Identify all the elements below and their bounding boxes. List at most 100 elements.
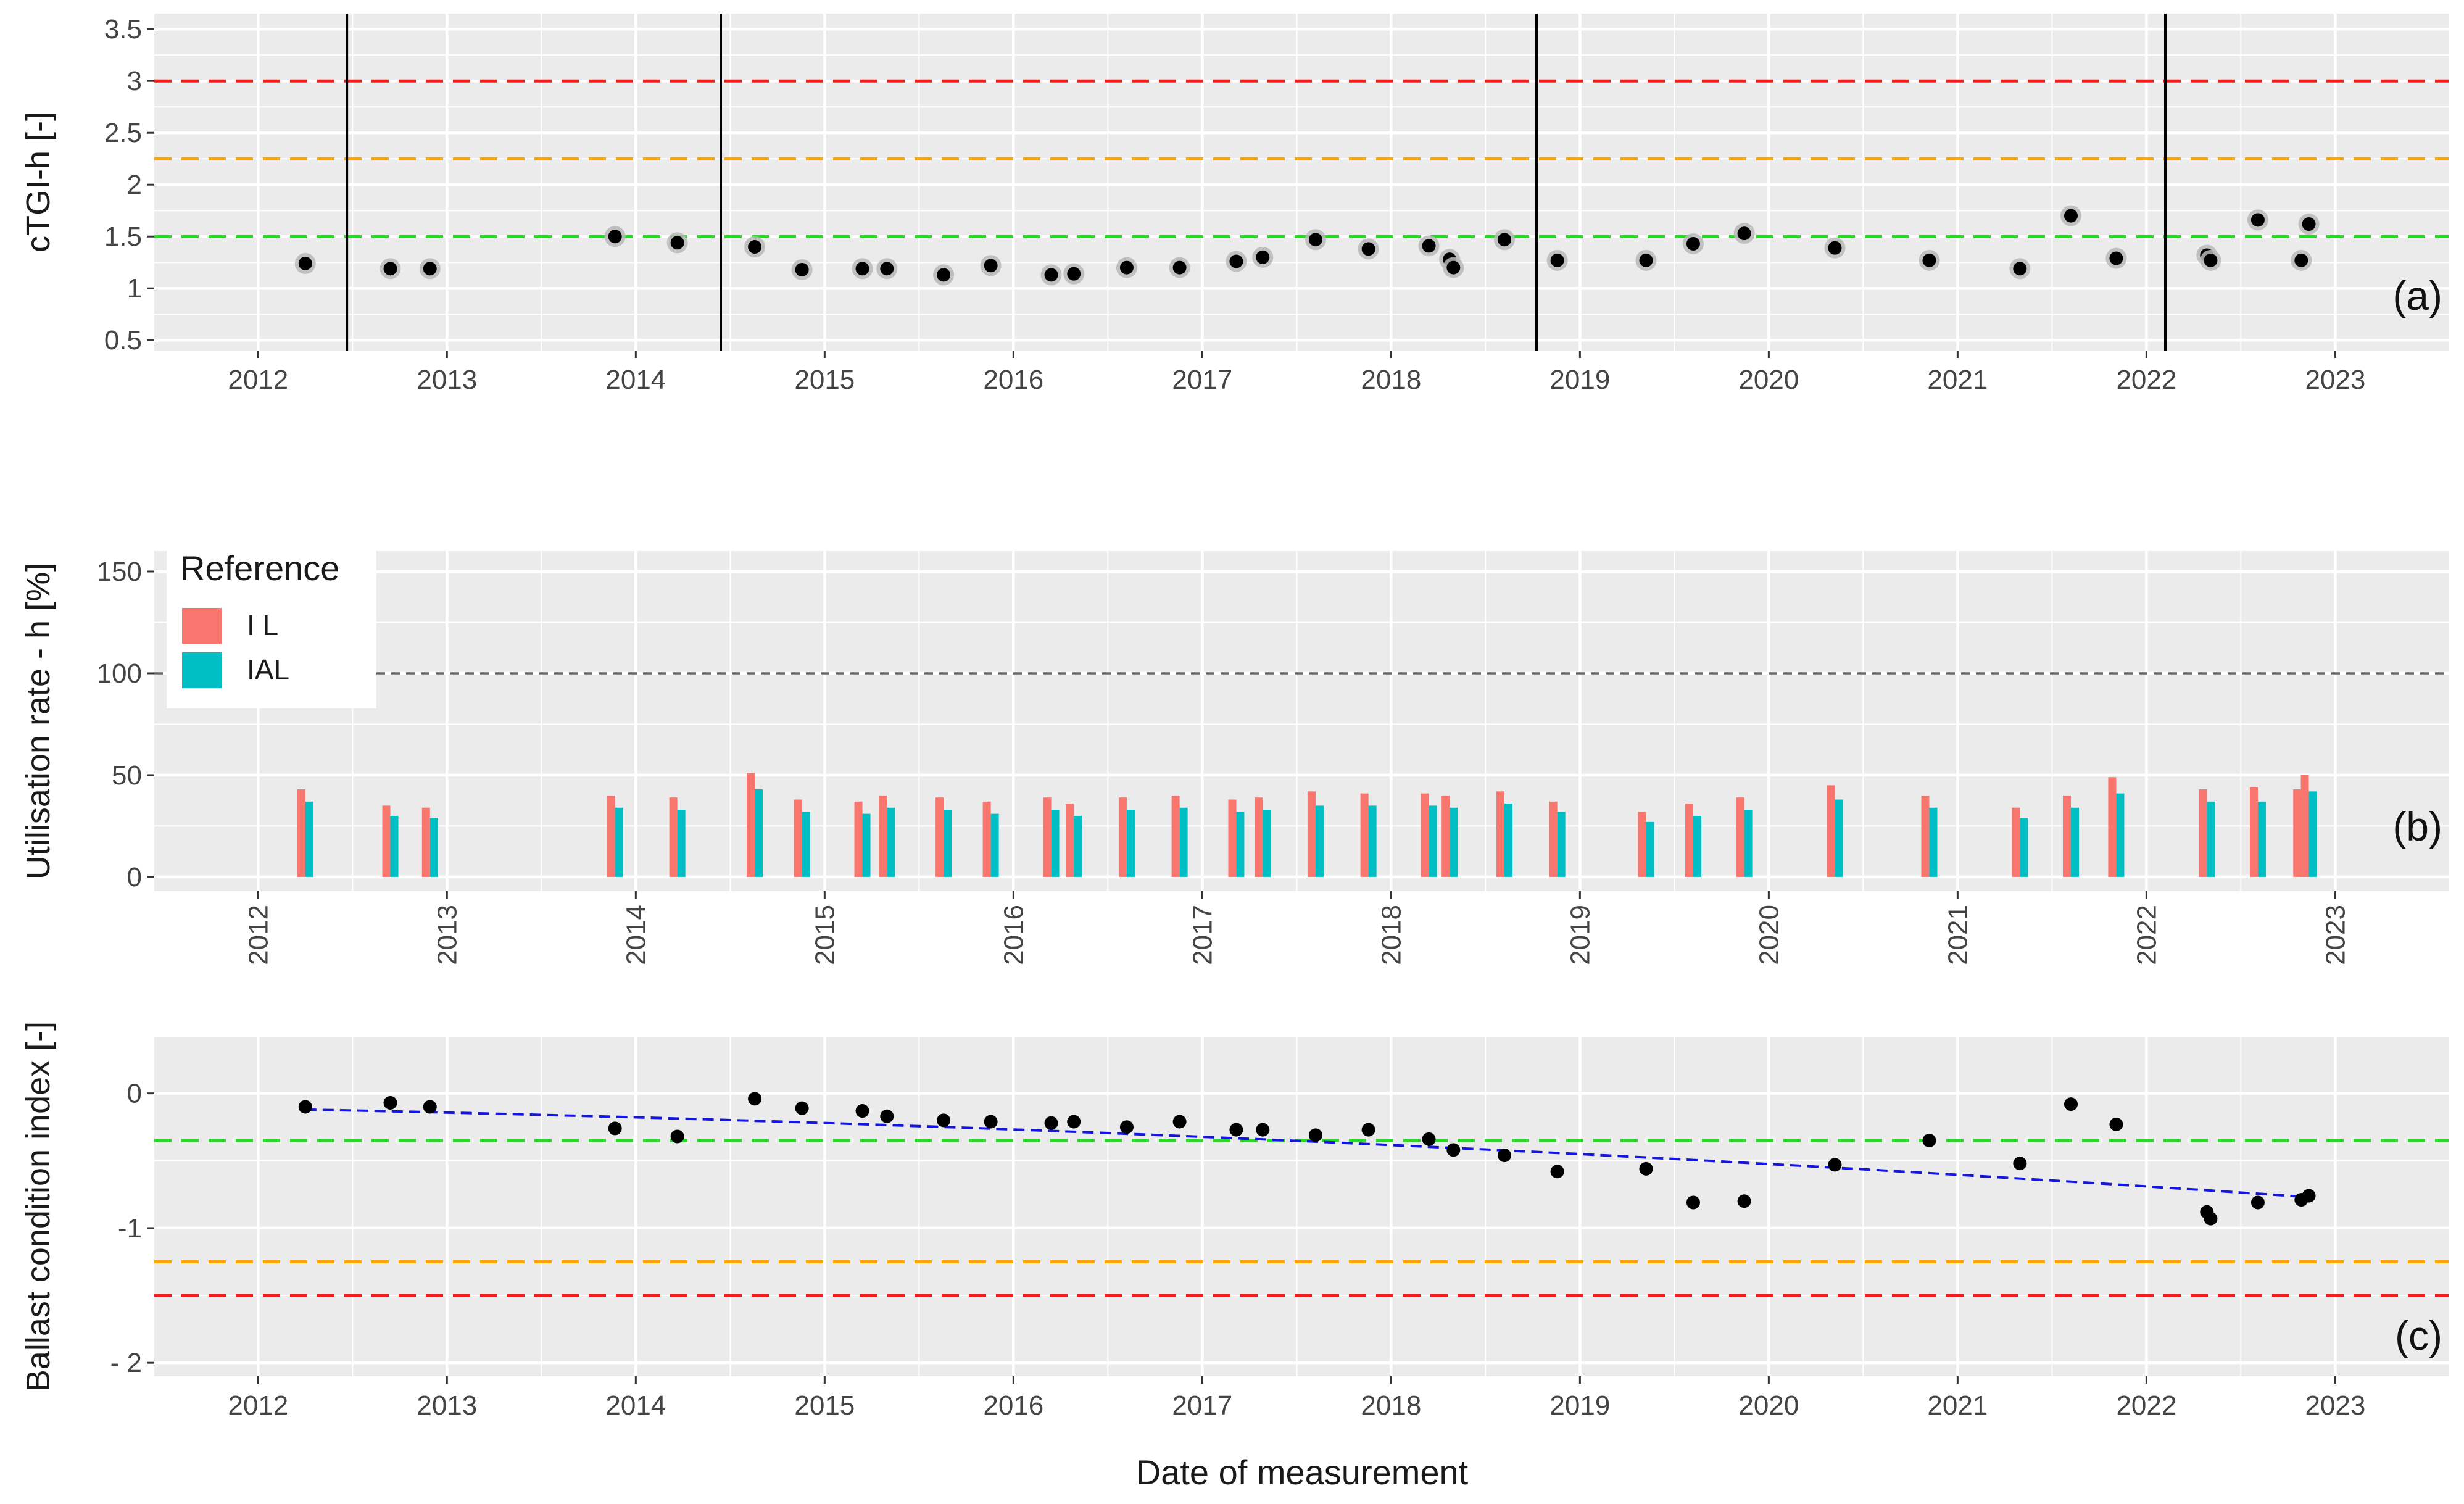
x-tick-label: 2023 — [2305, 1390, 2365, 1421]
x-tick-label: 2014 — [605, 1390, 666, 1421]
data-point — [1229, 254, 1243, 268]
panel-label: (c) — [2395, 1313, 2442, 1358]
data-point — [1497, 233, 1511, 247]
data-point — [608, 1121, 622, 1136]
data-point — [1922, 1134, 1936, 1148]
bar-il — [297, 789, 305, 877]
x-tick-label: 2012 — [228, 365, 288, 395]
bar-ial — [1450, 807, 1458, 877]
x-tick-label: 2016 — [983, 365, 1043, 395]
bar-il — [1827, 785, 1835, 877]
y-tick-label: - 2 — [110, 1348, 142, 1378]
bar-ial — [1929, 807, 1938, 877]
bar-ial — [2257, 801, 2266, 877]
data-point — [670, 1129, 684, 1144]
data-point — [937, 268, 951, 282]
data-point — [1737, 1194, 1751, 1208]
bar-il — [1118, 797, 1127, 877]
y-tick-label: 2.5 — [104, 118, 142, 148]
y-tick-label: 100 — [97, 659, 142, 689]
data-point — [1172, 1115, 1187, 1129]
legend-swatch-ial — [182, 652, 222, 688]
legend-swatch-il — [182, 608, 222, 644]
panel-background — [154, 551, 2449, 891]
data-point — [1446, 260, 1461, 275]
x-tick-label: 2013 — [432, 905, 462, 965]
data-point — [2250, 1195, 2265, 1210]
bar-il — [1066, 804, 1074, 877]
y-axis-title: Utilisation rate - h [%] — [20, 563, 57, 879]
data-point — [2204, 1211, 2218, 1226]
bar-ial — [755, 789, 763, 877]
data-point — [2013, 1157, 2027, 1171]
bar-ial — [1315, 805, 1324, 877]
y-axis-title: cTGI-h [-] — [20, 112, 57, 252]
bar-ial — [944, 810, 952, 877]
data-point — [1639, 1161, 1653, 1176]
bar-il — [2062, 795, 2071, 877]
data-point — [2109, 1117, 2123, 1131]
x-tick-label: 2012 — [228, 1390, 288, 1421]
bar-ial — [990, 813, 999, 877]
x-tick-label: 2012 — [243, 905, 273, 965]
data-point — [795, 1101, 809, 1115]
bar-ial — [1236, 812, 1245, 877]
data-point — [1446, 1143, 1461, 1157]
data-point — [748, 1092, 762, 1106]
data-point — [795, 262, 809, 276]
data-point — [1044, 268, 1058, 282]
bar-il — [879, 795, 887, 877]
data-point — [855, 1104, 869, 1118]
x-tick-label: 2013 — [417, 1390, 477, 1421]
data-point — [1422, 1132, 1436, 1146]
data-point — [2294, 253, 2308, 267]
bar-ial — [2020, 818, 2028, 877]
bar-ial — [2308, 791, 2317, 877]
x-tick-label: 2021 — [1927, 1390, 1988, 1421]
data-point — [2064, 1097, 2078, 1111]
data-point — [1361, 1123, 1375, 1137]
bar-il — [2300, 775, 2309, 877]
y-tick-label: 0 — [127, 862, 142, 892]
panel-a: 0.5 1 1.5 2 2.5 3 3.5 2012 2013 2014 2015 2016 2017 2… — [20, 14, 2449, 395]
y-tick-label: 150 — [97, 557, 142, 587]
y-axis-title: Ballast condition index [-] — [20, 1021, 57, 1392]
x-tick-label: 2019 — [1549, 365, 1610, 395]
bar-ial — [887, 807, 895, 877]
data-point — [298, 1100, 312, 1114]
bar-ial — [1557, 812, 1566, 877]
data-point — [1256, 250, 1270, 264]
bar-ial — [677, 810, 686, 877]
data-point — [748, 240, 762, 254]
bar-il — [1360, 793, 1369, 877]
bar-ial — [1744, 810, 1753, 877]
bar-il — [1255, 797, 1263, 877]
x-tick-label: 2022 — [2116, 365, 2176, 395]
y-tick-label: 50 — [112, 760, 142, 791]
bar-ial — [1126, 810, 1135, 877]
x-tick-label: 2022 — [2116, 1390, 2176, 1421]
bar-ial — [2207, 801, 2215, 877]
x-tick-label: 2021 — [1927, 365, 1988, 395]
bar-ial — [1646, 821, 1654, 877]
x-tick-label: 2023 — [2320, 905, 2350, 965]
data-point — [2250, 213, 2265, 227]
panel-label: (b) — [2392, 804, 2442, 849]
data-point — [1256, 1123, 1270, 1137]
data-point — [1119, 1120, 1134, 1134]
bar-il — [607, 795, 615, 877]
bar-ial — [862, 813, 871, 877]
bar-il — [1171, 795, 1180, 877]
data-point — [1067, 267, 1081, 281]
data-point — [1361, 242, 1375, 256]
data-point — [1639, 253, 1653, 267]
bar-il — [2199, 789, 2207, 877]
data-point — [2302, 1189, 2316, 1203]
data-point — [1828, 241, 1842, 255]
data-point — [1828, 1158, 1842, 1172]
data-point — [2109, 251, 2123, 265]
x-tick-label: 2017 — [1172, 1390, 1232, 1421]
x-tick-label: 2016 — [983, 1390, 1043, 1421]
data-point — [1308, 1128, 1322, 1142]
bar-ial — [1368, 805, 1377, 877]
